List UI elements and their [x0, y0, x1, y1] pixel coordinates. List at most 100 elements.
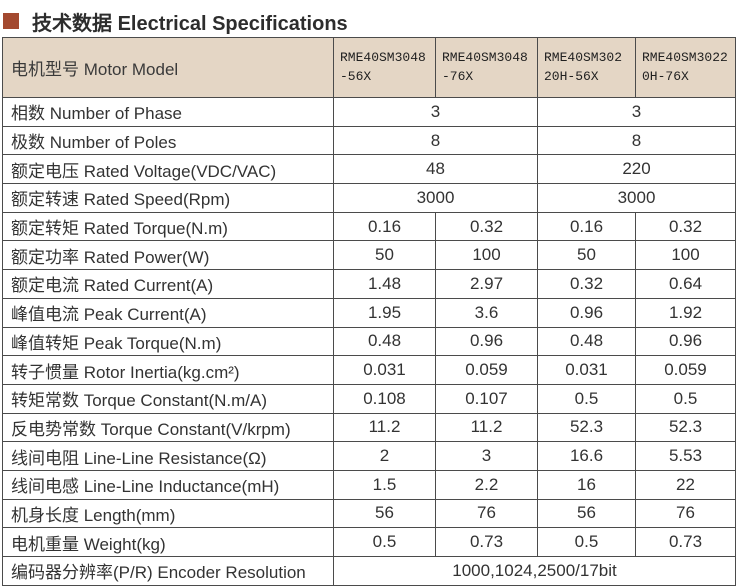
table-row: 额定电压 Rated Voltage(VDC/VAC) 48 220	[2, 154, 736, 185]
table-row: 额定电流 Rated Current(A) 1.48 2.97 0.32 0.64	[2, 269, 736, 299]
page-title-text: 技术数据 Electrical Specifications	[32, 7, 348, 36]
spec-label: 额定电压 Rated Voltage(VDC/VAC)	[2, 154, 334, 185]
spec-value: 2.97	[435, 269, 538, 299]
spec-value: 0.32	[635, 211, 736, 242]
page-title-en: Electrical Specifications	[117, 12, 348, 35]
spec-label: 转矩常数 Torque Constant(N.m/A)	[2, 383, 334, 414]
spec-value: 56	[333, 498, 436, 529]
spec-value: 5.53	[635, 441, 736, 471]
spec-label: 转子惯量 Rotor Inertia(kg.cm²)	[2, 355, 334, 385]
table-row: 额定转速 Rated Speed(Rpm) 3000 3000	[2, 183, 736, 213]
spec-value: 3000	[333, 183, 538, 213]
spec-value: 3000	[537, 183, 736, 213]
spec-label: 机身长度 Length(mm)	[2, 498, 334, 529]
spec-value: 0.48	[333, 326, 436, 357]
spec-label: 峰值转矩 Peak Torque(N.m)	[2, 326, 334, 357]
spec-value: 3.6	[435, 297, 538, 328]
spec-value: 3	[333, 97, 538, 127]
table-header-row: 电机型号 Motor Model RME40SM3048-56X RME40SM3…	[2, 37, 736, 98]
spec-value: 0.32	[537, 269, 636, 299]
spec-value: 1000,1024,2500/17bit	[333, 556, 736, 586]
table-row: 电机重量 Weight(kg) 0.5 0.73 0.5 0.73	[2, 527, 736, 557]
spec-value: 0.96	[435, 326, 538, 357]
spec-value: 76	[635, 498, 736, 529]
spec-label: 线间电阻 Line-Line Resistance(Ω)	[2, 441, 334, 471]
spec-value: 0.108	[333, 383, 436, 414]
table-row: 线间电感 Line-Line Inductance(mH) 1.5 2.2 16 22	[2, 469, 736, 500]
spec-value: 0.96	[537, 297, 636, 328]
spec-value: 1.95	[333, 297, 436, 328]
spec-value: 0.5	[537, 527, 636, 557]
table-row: 额定功率 Rated Power(W) 50 100 50 100	[2, 240, 736, 271]
spec-value: 3	[537, 97, 736, 127]
table-row: 反电势常数 Torque Constant(V/krpm) 11.2 11.2 52.…	[2, 412, 736, 443]
spec-value: 0.16	[333, 211, 436, 242]
spec-value: 1.92	[635, 297, 736, 328]
spec-label: 反电势常数 Torque Constant(V/krpm)	[2, 412, 334, 443]
table-row: 线间电阻 Line-Line Resistance(Ω) 2 3 16.6 5.53	[2, 441, 736, 471]
spec-label: 线间电感 Line-Line Inductance(mH)	[2, 469, 334, 500]
table-row: 机身长度 Length(mm) 56 76 56 76	[2, 498, 736, 529]
spec-value: 11.2	[435, 412, 538, 443]
table-row: 极数 Number of Poles 8 8	[2, 125, 736, 156]
page-title-zh: 技术数据	[32, 12, 112, 35]
spec-value: 22	[635, 469, 736, 500]
spec-label: 额定转矩 Rated Torque(N.m)	[2, 211, 334, 242]
spec-value: 50	[333, 240, 436, 271]
spec-label: 极数 Number of Poles	[2, 125, 334, 156]
spec-value: 52.3	[635, 412, 736, 443]
spec-value: 52.3	[537, 412, 636, 443]
spec-value: 48	[333, 154, 538, 185]
spec-value: 0.73	[635, 527, 736, 557]
spec-value: 0.031	[537, 355, 636, 385]
spec-value: 0.5	[537, 383, 636, 414]
spec-value: 76	[435, 498, 538, 529]
table-row: 峰值转矩 Peak Torque(N.m) 0.48 0.96 0.48 0.96	[2, 326, 736, 357]
spec-value: 0.031	[333, 355, 436, 385]
spec-value: 100	[435, 240, 538, 271]
spec-value: 0.48	[537, 326, 636, 357]
spec-value: 2.2	[435, 469, 538, 500]
spec-value: 0.5	[333, 527, 436, 557]
spec-value: 0.5	[635, 383, 736, 414]
spec-value: 220	[537, 154, 736, 185]
title-square-bullet-icon	[3, 13, 19, 29]
spec-label: 额定转速 Rated Speed(Rpm)	[2, 183, 334, 213]
spec-value: 50	[537, 240, 636, 271]
spec-value: 0.64	[635, 269, 736, 299]
spec-value: 8	[537, 125, 736, 156]
electrical-specifications-table: 电机型号 Motor Model RME40SM3048-56X RME40SM3…	[2, 37, 736, 586]
table-row: 相数 Number of Phase 3 3	[2, 97, 736, 127]
spec-value: 11.2	[333, 412, 436, 443]
spec-label: 电机重量 Weight(kg)	[2, 527, 334, 557]
table-row: 峰值电流 Peak Current(A) 1.95 3.6 0.96 1.92	[2, 297, 736, 328]
motor-model-cell: RME40SM30220H-76X	[635, 37, 736, 98]
spec-value: 8	[333, 125, 538, 156]
motor-model-cell: RME40SM3048-76X	[435, 37, 538, 98]
table-row: 编码器分辨率(P/R) Encoder Resolution 1000,1024,…	[2, 556, 736, 586]
spec-label: 额定电流 Rated Current(A)	[2, 269, 334, 299]
spec-value: 100	[635, 240, 736, 271]
spec-value: 16	[537, 469, 636, 500]
spec-label: 峰值电流 Peak Current(A)	[2, 297, 334, 328]
spec-value: 0.059	[635, 355, 736, 385]
motor-model-cell: RME40SM30220H-56X	[537, 37, 636, 98]
table-row: 额定转矩 Rated Torque(N.m) 0.16 0.32 0.16 0.32	[2, 211, 736, 242]
spec-value: 0.96	[635, 326, 736, 357]
spec-value: 1.5	[333, 469, 436, 500]
spec-label: 额定功率 Rated Power(W)	[2, 240, 334, 271]
spec-value: 0.107	[435, 383, 538, 414]
spec-value: 0.32	[435, 211, 538, 242]
table-row: 转子惯量 Rotor Inertia(kg.cm²) 0.031 0.059 0.03…	[2, 355, 736, 385]
spec-label: 相数 Number of Phase	[2, 97, 334, 127]
spec-value: 0.73	[435, 527, 538, 557]
spec-label: 编码器分辨率(P/R) Encoder Resolution	[2, 556, 334, 586]
spec-value: 0.16	[537, 211, 636, 242]
motor-model-header-cell: 电机型号 Motor Model	[2, 37, 334, 98]
spec-value: 0.059	[435, 355, 538, 385]
page-title: 技术数据 Electrical Specifications	[0, 0, 737, 36]
table-row: 转矩常数 Torque Constant(N.m/A) 0.108 0.107 0.5…	[2, 383, 736, 414]
spec-value: 1.48	[333, 269, 436, 299]
spec-value: 3	[435, 441, 538, 471]
motor-model-cell: RME40SM3048-56X	[333, 37, 436, 98]
